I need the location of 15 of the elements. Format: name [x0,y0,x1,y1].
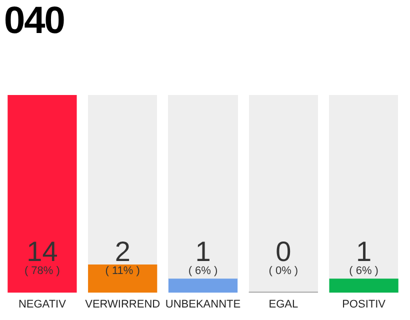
data-label: 0 ( 0% ) [268,236,298,277]
data-label: 1 ( 6% ) [349,236,378,277]
x-tick-label: UNBEKANNTE [165,298,241,310]
chart-title: 040 [4,0,64,43]
bar [8,95,77,293]
data-label: 14 ( 78% ) [24,236,60,277]
bar [329,278,398,293]
x-tick-label: VERWIRREND [85,298,160,310]
x-tick-label: POSITIV [342,298,386,310]
data-label: 2 ( 11% ) [105,236,140,277]
x-tick-label: NEGATIV [18,298,67,310]
data-label: 1 ( 6% ) [188,236,218,277]
x-tick-label: EGAL [268,298,298,310]
bar [88,264,158,293]
bar [168,278,238,293]
